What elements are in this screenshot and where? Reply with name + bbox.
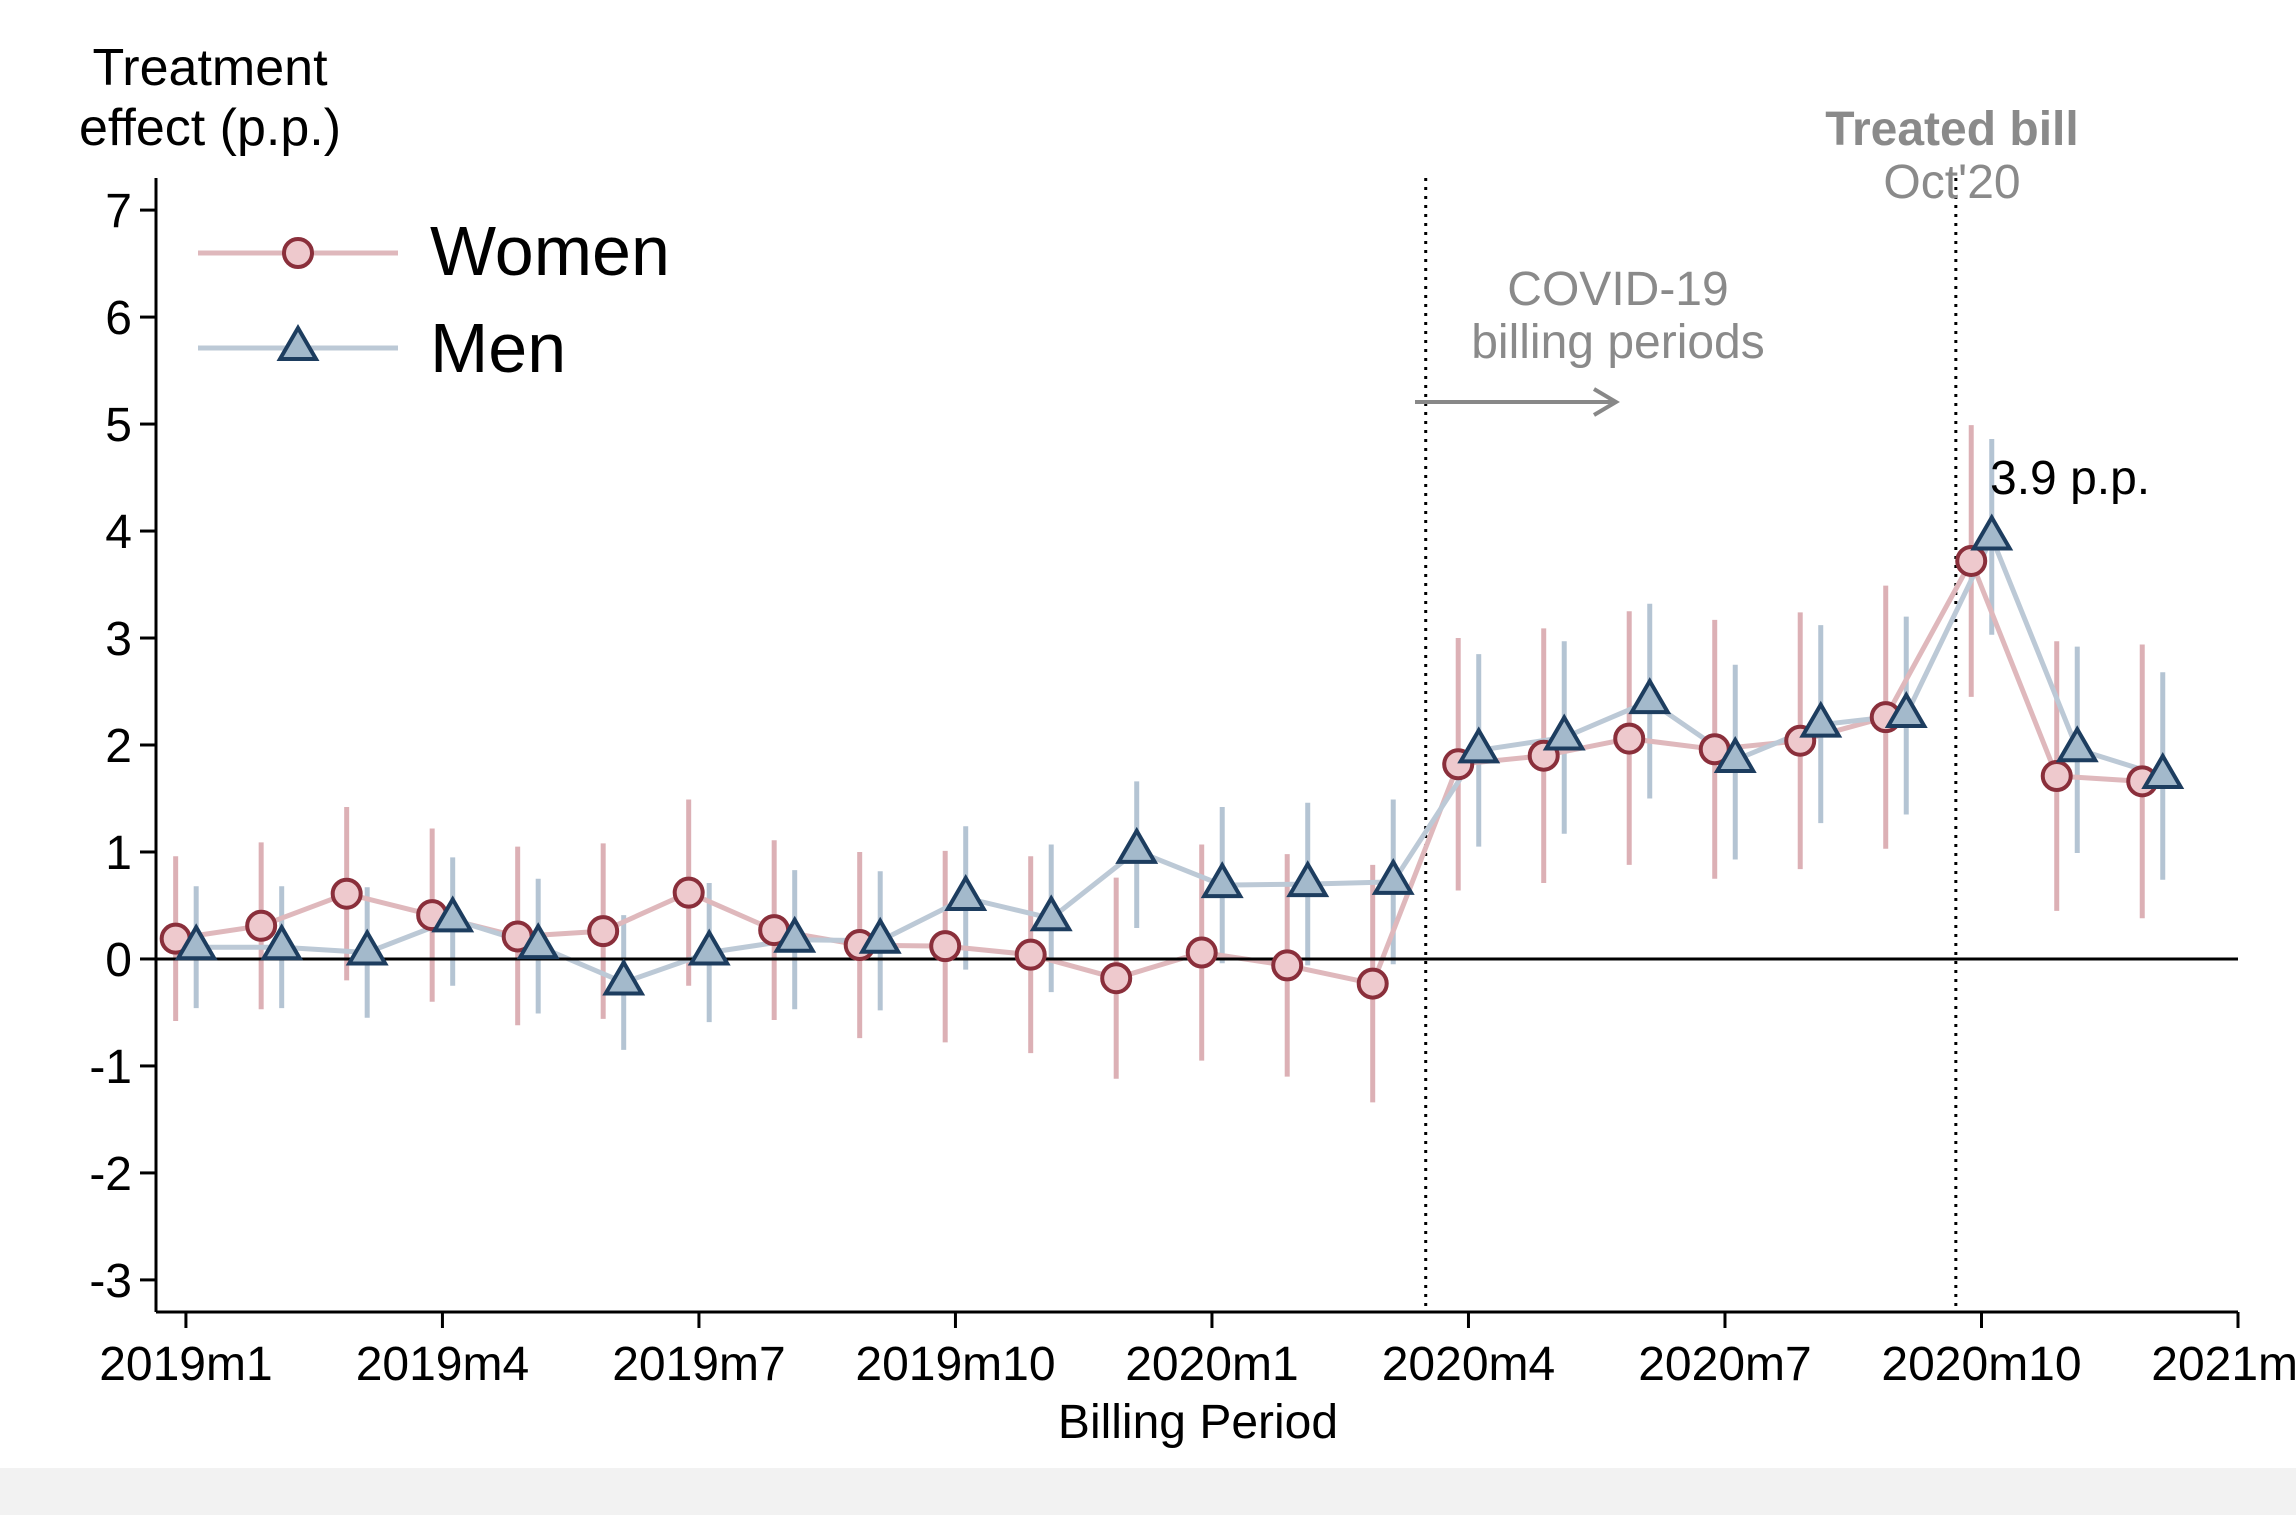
reference-lines [1424, 178, 1958, 1312]
covid-annotation-line2: billing periods [1471, 316, 1765, 369]
peak-value-label: 3.9 p.p. [1990, 452, 2150, 505]
covid-arrow-head [1592, 387, 1620, 417]
men-point [1286, 860, 1330, 898]
y-tick-label: -1 [89, 1041, 132, 1094]
women-point [1185, 936, 1218, 969]
legend-women-label: Women [430, 212, 670, 290]
men-markers [174, 513, 2185, 996]
men-point [1884, 691, 1928, 729]
men-point [2141, 752, 2185, 790]
men-point [1200, 861, 1244, 899]
men-point [1029, 894, 1073, 932]
x-tick-label: 2020m10 [1881, 1338, 2081, 1391]
x-axis-ticks: 2019m1 2019m4 2019m7 2019m10 2020m1 2020m4 202… [99, 1312, 2296, 1391]
x-tick-label: 2020m4 [1382, 1338, 1555, 1391]
women-point [245, 909, 278, 942]
men-point [1371, 857, 1415, 895]
y-tick-label: 5 [105, 399, 132, 452]
plot-background [0, 0, 2296, 1468]
x-tick-label: 2019m10 [855, 1338, 1055, 1391]
women-point [1100, 962, 1133, 995]
x-tick-label: 2019m1 [99, 1338, 272, 1391]
women-point [1613, 722, 1646, 755]
women-point [1356, 967, 1389, 1000]
men-point [687, 928, 731, 966]
women-point [2040, 760, 2073, 793]
y-tick-label: 4 [105, 506, 132, 559]
women-point [1271, 949, 1304, 982]
men-point [1542, 713, 1586, 751]
y-axis-ticks: -3 -2 -1 0 1 2 3 4 5 6 7 [89, 185, 156, 1308]
men-point [2055, 725, 2099, 763]
x-axis-label: Billing Period [1058, 1396, 1338, 1449]
y-tick-label: -2 [89, 1148, 132, 1201]
treated-bill-date: Oct'20 [1883, 156, 2020, 209]
x-tick-label: 2019m4 [356, 1338, 529, 1391]
men-point [1799, 700, 1843, 738]
x-tick-label: 2019m7 [612, 1338, 785, 1391]
women-point [672, 876, 705, 909]
y-tick-label: 6 [105, 292, 132, 345]
y-tick-label: 1 [105, 827, 132, 880]
y-tick-label: 0 [105, 934, 132, 987]
men-point [431, 895, 475, 933]
women-point [330, 877, 363, 910]
x-tick-label: 2020m7 [1638, 1338, 1811, 1391]
women-point [1955, 544, 1988, 577]
x-tick-label: 2021m1 [2151, 1338, 2296, 1391]
treated-bill-title: Treated bill [1825, 103, 2078, 156]
men-point [1713, 735, 1757, 773]
y-axis-label-line2: effect (p.p.) [79, 99, 341, 157]
y-tick-label: 7 [105, 185, 132, 238]
men-point [260, 923, 304, 961]
men-point [1115, 826, 1159, 864]
men-point [1970, 513, 2014, 551]
men-point [345, 928, 389, 966]
men-point [516, 922, 560, 960]
y-tick-label: -3 [89, 1255, 132, 1308]
men-point [174, 923, 218, 961]
legend-men-label: Men [430, 309, 566, 387]
men-point [1457, 726, 1501, 764]
men-point [944, 874, 988, 911]
men-point [1628, 677, 1672, 715]
y-tick-label: 2 [105, 720, 132, 773]
covid-annotation-line1: COVID-19 [1507, 263, 1728, 316]
men-point [602, 958, 646, 996]
women-point [1014, 938, 1047, 971]
women-point [929, 930, 962, 963]
women-point [587, 915, 620, 948]
legend: Women Men [198, 212, 670, 387]
x-tick-label: 2020m1 [1125, 1338, 1298, 1391]
y-axis-label-line1: Treatment [92, 39, 328, 97]
legend-men-marker [276, 324, 320, 361]
legend-women-marker [282, 237, 314, 269]
men-point [773, 915, 817, 953]
y-tick-label: 3 [105, 613, 132, 666]
men-point [858, 916, 902, 954]
